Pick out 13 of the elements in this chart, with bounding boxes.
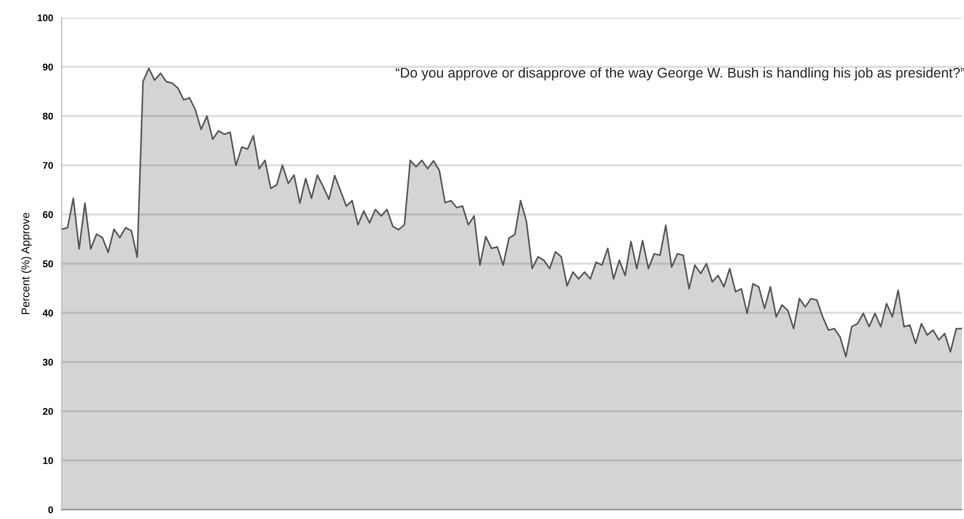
y-tick-label: 40 [42, 310, 53, 316]
y-tick-label: 90 [42, 64, 53, 70]
y-tick-label: 70 [42, 162, 53, 169]
y-axis-title: Percent (%) Approve [21, 212, 32, 314]
y-tick-label: 20 [42, 408, 53, 415]
y-tick-label: 80 [42, 112, 53, 120]
y-tick-label: 100 [38, 14, 53, 22]
annotation: “Do you approve or disapprove of the way George W. Bush is handling his job as president?” [396, 67, 964, 80]
y-tick-label: 10 [43, 457, 53, 464]
y-tick-label: 0 [48, 506, 53, 514]
y-tick-label: 50 [42, 260, 53, 268]
y-tick-label: 60 [42, 211, 53, 218]
y-tick-label: 30 [42, 358, 53, 366]
